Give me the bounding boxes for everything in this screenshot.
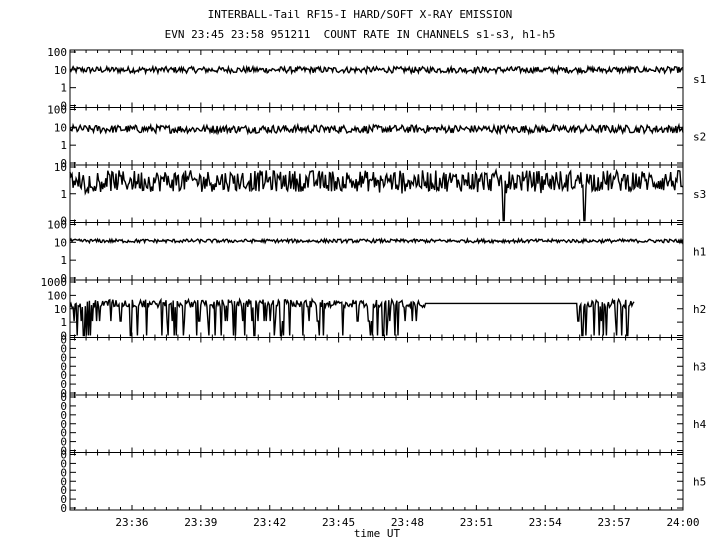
x-tick-label: 23:48 xyxy=(391,516,424,529)
panel-frame xyxy=(69,452,684,511)
panel-frame xyxy=(69,222,684,281)
panel-frame xyxy=(69,107,684,166)
y-tick-label: 10 xyxy=(54,121,67,134)
y-tick-label: 0 xyxy=(60,409,67,422)
chart-panels: 1001010s11001010s21010s31001010h11000100… xyxy=(41,46,707,515)
channel-label-h1: h1 xyxy=(693,245,706,258)
y-tick-label: 0 xyxy=(60,418,67,431)
y-tick-label: 10 xyxy=(54,64,67,77)
x-axis-label: time UT xyxy=(354,527,401,540)
y-tick-label: 10 xyxy=(54,303,67,316)
y-tick-label: 0 xyxy=(60,449,67,462)
panel-frame xyxy=(69,164,684,223)
y-tick-label: 0 xyxy=(60,427,67,440)
y-tick-label: 0 xyxy=(60,378,67,391)
channel-label-h5: h5 xyxy=(693,475,706,488)
y-tick-label: 1 xyxy=(60,139,67,152)
y-tick-label: 0 xyxy=(60,360,67,373)
y-tick-label: 0 xyxy=(60,484,67,497)
y-tick-label: 1 xyxy=(60,188,67,201)
channel-label-h3: h3 xyxy=(693,360,706,373)
y-tick-label: 10 xyxy=(54,161,67,174)
panel-frame xyxy=(69,49,684,108)
y-tick-label: 0 xyxy=(60,100,67,113)
y-tick-label: 10 xyxy=(54,236,67,249)
y-tick-label: 0 xyxy=(60,330,67,343)
y-tick-label: 0 xyxy=(60,493,67,506)
y-tick-label: 0 xyxy=(60,351,67,364)
y-tick-label: 1 xyxy=(60,316,67,329)
y-tick-label: 0 xyxy=(60,400,67,413)
series-line-s1 xyxy=(69,64,684,76)
series-line-s2 xyxy=(69,122,684,136)
panel-frame xyxy=(69,394,684,453)
channel-label-s3: s3 xyxy=(693,188,706,201)
y-tick-label: 100 xyxy=(47,219,67,232)
y-tick-label: 0 xyxy=(60,369,67,382)
y-tick-label: 100 xyxy=(47,46,67,59)
channel-label-s1: s1 xyxy=(693,73,706,86)
y-tick-label: 1 xyxy=(60,82,67,95)
y-tick-label: 0 xyxy=(60,157,67,170)
y-tick-label: 1000 xyxy=(41,276,68,289)
series-line-h1 xyxy=(69,236,684,245)
y-tick-label: 0 xyxy=(60,475,67,488)
y-tick-label: 100 xyxy=(47,104,67,117)
channel-label-h2: h2 xyxy=(693,303,706,316)
y-tick-label: 0 xyxy=(60,387,67,400)
y-tick-label: 0 xyxy=(60,272,67,285)
y-tick-label: 0 xyxy=(60,502,67,515)
x-tick-label: 23:57 xyxy=(598,516,631,529)
y-tick-label: 0 xyxy=(60,436,67,449)
y-tick-label: 0 xyxy=(60,466,67,479)
x-tick-label: 23:42 xyxy=(253,516,286,529)
x-tick-label: 24:00 xyxy=(666,516,699,529)
x-tick-label: 23:45 xyxy=(322,516,355,529)
channel-label-h4: h4 xyxy=(693,418,707,431)
y-tick-label: 0 xyxy=(60,457,67,470)
y-tick-label: 0 xyxy=(60,334,67,347)
y-tick-label: 0 xyxy=(60,445,67,458)
y-tick-label: 0 xyxy=(60,215,67,228)
x-axis: 23:36 23:39 23:42 23:45 23:48 23:51 23:54 23:57… xyxy=(115,516,699,529)
x-tick-label: 23:51 xyxy=(460,516,493,529)
y-tick-label: 0 xyxy=(60,342,67,355)
chart-subtitle: EVN 23:45 23:58 951211 COUNT RATE IN CHA… xyxy=(164,28,556,41)
x-tick-label: 23:54 xyxy=(529,516,562,529)
x-tick-label: 23:39 xyxy=(184,516,217,529)
y-tick-label: 100 xyxy=(47,289,67,302)
series-line-h2 xyxy=(69,297,635,337)
x-tick-label: 23:36 xyxy=(115,516,148,529)
y-tick-label: 0 xyxy=(60,391,67,404)
panel-frame xyxy=(69,337,684,396)
channel-label-s2: s2 xyxy=(693,130,706,143)
chart-title: INTERBALL-Tail RF15-I HARD/SOFT X-RAY EM… xyxy=(207,8,513,21)
series-line-s3 xyxy=(69,167,684,222)
y-tick-label: 1 xyxy=(60,254,67,267)
